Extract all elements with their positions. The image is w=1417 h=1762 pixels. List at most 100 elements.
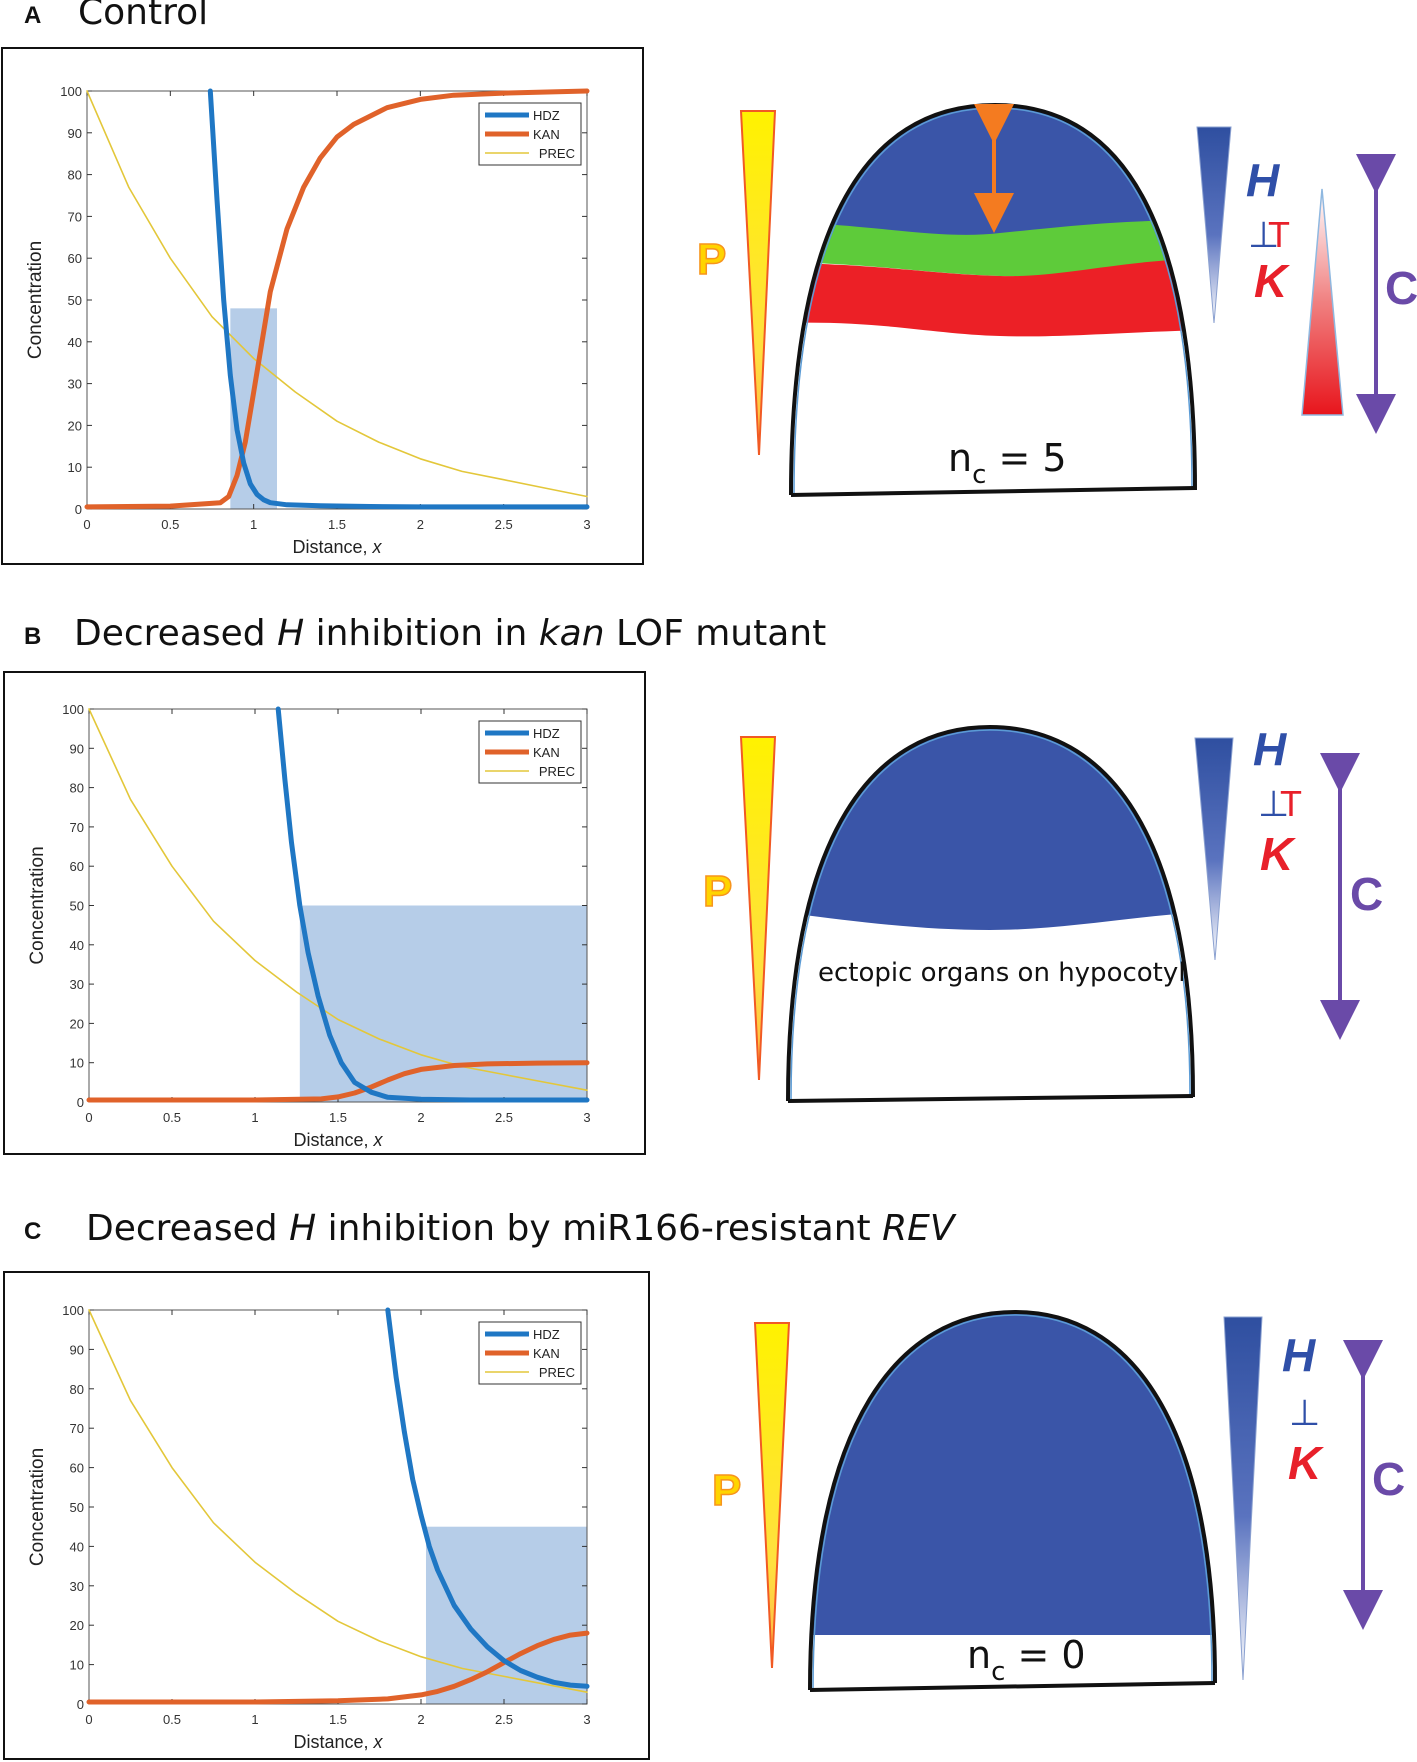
c-label: C [1385, 262, 1417, 314]
y-tick-label: 70 [70, 1421, 84, 1436]
x-axis-label: Distance, x [292, 537, 382, 557]
blue-region [810, 1312, 1215, 1635]
nc-label: nc = 5 [948, 436, 1067, 490]
p-label: P [712, 1466, 741, 1515]
chart-b: 0 0.5 1 1.5 2 2.5 3 0 10 20 30 40 50 60 70 80 90 100 Dista… [3, 671, 646, 1155]
diagram-b: P ectopic organs on hypocotyl H ⊥ T K C [702, 723, 1383, 1103]
x-tick-label: 2.5 [495, 517, 513, 532]
legend-label-prec: PREC [539, 1365, 575, 1380]
panel-title-a: Control [78, 0, 208, 33]
y-tick-label: 100 [62, 702, 84, 717]
red-region [791, 258, 1195, 337]
chart-a-svg: 0 0.5 1 1.5 2 2.5 30102030405060708090100Dista… [25, 84, 591, 557]
diagram-a: P nc = 5 H ⊥ T K C [696, 102, 1417, 497]
inhibit-symbol: ⊥ [1258, 784, 1289, 825]
y-tick-label: 90 [70, 1342, 84, 1357]
panel-letter-c: C [24, 1218, 42, 1245]
x-tick-label: 2 [417, 1712, 424, 1727]
series-kan-line [86, 1060, 590, 1103]
dome-base [790, 486, 1196, 497]
x-axis-label: Distance, x [293, 1130, 383, 1150]
x-axis-label-var: x [373, 1732, 384, 1752]
legend-label-hdz: HDZ [533, 1327, 560, 1342]
p-gradient-triangle [753, 1322, 791, 1669]
series-hdz-line [207, 88, 590, 510]
y-tick-label: 60 [70, 1461, 84, 1476]
dome-outline-inner [812, 1314, 1213, 1691]
x-tick-label: 0 [85, 1712, 92, 1727]
legend-label-kan: KAN [533, 1346, 560, 1361]
y-tick-label: 90 [70, 741, 84, 756]
y-tick-label: 70 [68, 209, 82, 224]
p-label: P [697, 235, 726, 284]
x-tick-label: 2 [417, 517, 424, 532]
y-tick-label: 0 [77, 1697, 84, 1712]
series-kan-line [86, 1630, 590, 1705]
green-region [791, 220, 1195, 277]
x-axis-label: Distance, x [293, 1732, 383, 1752]
x-tick-label: 0 [83, 517, 90, 532]
y-tick-label: 60 [68, 251, 82, 266]
panel-letter-b: B [24, 623, 42, 650]
x-tick-label: 2.5 [495, 1712, 513, 1727]
dome-base [787, 1094, 1194, 1103]
x-tick-label: 0 [85, 1110, 92, 1125]
chart-c-svg: 0 0.5 1 1.5 2 2.5 30102030405060708090100Dista… [27, 1303, 591, 1752]
y-tick-label: 80 [70, 1382, 84, 1397]
panel-letter-a: A [24, 2, 42, 29]
series-prec-line [86, 90, 588, 498]
title-part: Decreased [86, 1208, 290, 1249]
x-axis-label-text: Distance, [293, 1130, 373, 1150]
title-part: inhibition in [304, 613, 539, 654]
title-part-italic: H [289, 1208, 317, 1249]
y-tick-label: 30 [70, 1579, 84, 1594]
y-tick-label: 0 [75, 502, 82, 517]
x-axis-label-text: Distance, [292, 537, 372, 557]
y-tick-label: 50 [70, 1500, 84, 1515]
legend-label-hdz: HDZ [533, 726, 560, 741]
y-tick-label: 40 [68, 335, 82, 350]
y-tick-label: 0 [77, 1095, 84, 1110]
y-tick-label: 100 [62, 1303, 84, 1318]
k-label: K [1288, 1437, 1324, 1489]
x-tick-label: 3 [583, 517, 590, 532]
h-label: H [1282, 1329, 1316, 1381]
blue-region [788, 727, 1193, 930]
series-hdz-line [385, 1307, 590, 1689]
chart-c: 0 0.5 1 1.5 2 2.5 3 0 10 20 30 40 50 60 70 80 90 100 Dista… [3, 1271, 650, 1760]
p-label: P [703, 867, 732, 916]
series-prec-line [88, 1309, 588, 1694]
x-tick-label: 0.5 [163, 1110, 181, 1125]
x-tick-label: 1 [251, 1712, 258, 1727]
legend-label-kan: KAN [533, 127, 560, 142]
y-tick-label: 100 [60, 84, 82, 99]
t-label: T [1268, 214, 1290, 255]
h-gradient-triangle [1194, 737, 1234, 961]
chart-b-svg: 0 0.5 1 1.5 2 2.5 30102030405060708090100Dista… [27, 702, 591, 1150]
y-tick-label: 80 [70, 781, 84, 796]
t-label: T [1280, 783, 1302, 824]
h-label: H [1253, 723, 1287, 775]
y-tick-label: 90 [68, 126, 82, 141]
chart-a: 0 0.5 1 1.5 2 2.5 3 0 10 20 30 40 50 60 70 80 90 100 Dista… [1, 47, 644, 565]
x-tick-label: 0.5 [163, 1712, 181, 1727]
y-tick-label: 30 [68, 377, 82, 392]
x-axis-label-var: x [373, 1130, 384, 1150]
h-label: H [1246, 154, 1280, 206]
y-tick-label: 60 [70, 859, 84, 874]
title-part: Control [78, 0, 209, 33]
title-part-italic: kan [538, 613, 605, 654]
h-gradient-triangle [1196, 126, 1232, 324]
title-part: inhibition by miR166-resistant [316, 1208, 883, 1249]
legend-label-prec: PREC [539, 146, 575, 161]
dome-outline-inner [790, 729, 1191, 1102]
y-tick-label: 50 [68, 293, 82, 308]
y-tick-label: 10 [70, 1658, 84, 1673]
x-axis-label-var: x [372, 537, 383, 557]
y-tick-label: 20 [70, 1618, 84, 1633]
title-part-italic: REV [882, 1208, 955, 1249]
nc-label: nc = 0 [967, 1633, 1086, 1687]
y-tick-label: 80 [68, 168, 82, 183]
c-label: C [1350, 868, 1383, 920]
